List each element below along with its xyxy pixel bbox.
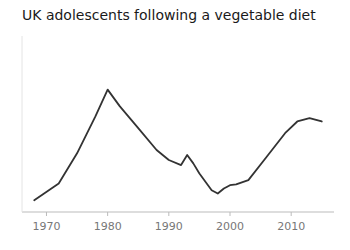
x-tick-label: 1990 <box>155 220 183 233</box>
data-line <box>34 90 322 201</box>
x-axis-line <box>22 212 334 213</box>
title: UK adolescents following a vegetable die… <box>22 7 316 23</box>
x-tick <box>107 212 108 216</box>
x-tick-label: 2010 <box>277 220 305 233</box>
chart: UK adolescents following a vegetable die… <box>0 0 350 250</box>
plot-area <box>34 90 322 201</box>
x-tick <box>291 212 292 216</box>
x-tick <box>168 212 169 216</box>
x-tick-label: 2000 <box>216 220 244 233</box>
x-tick-label: 1980 <box>94 220 122 233</box>
chart-container: UK adolescents following a vegetable die… <box>0 0 350 250</box>
x-tick <box>230 212 231 216</box>
x-tick-label: 1970 <box>32 220 60 233</box>
y-axis-line <box>22 36 23 212</box>
x-tick <box>46 212 47 216</box>
